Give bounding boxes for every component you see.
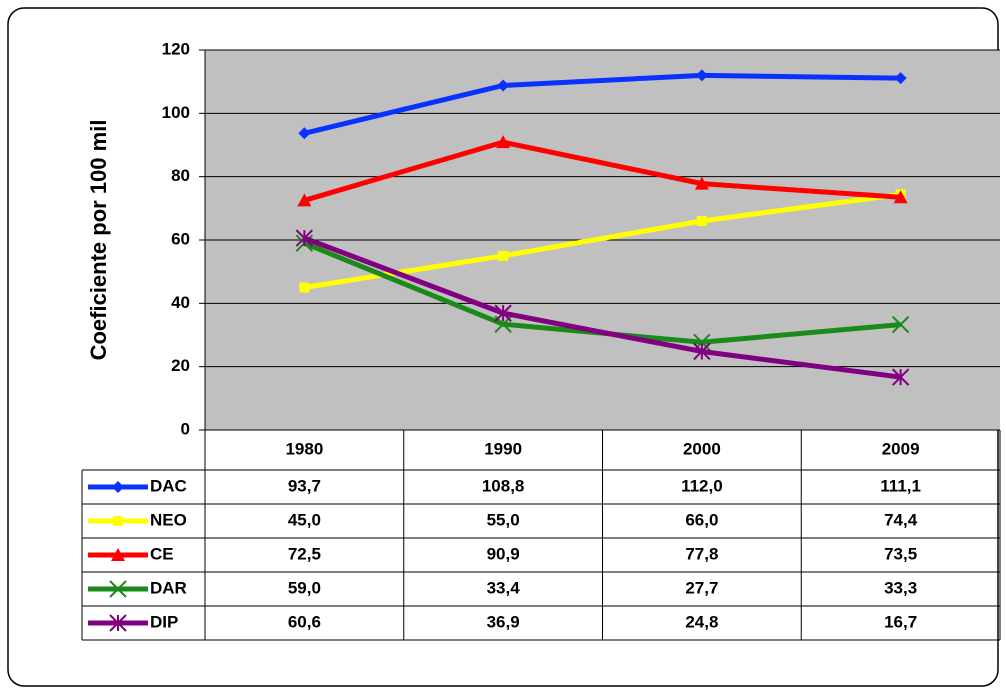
- x-tick-label: 2009: [882, 439, 920, 458]
- legend-entry: DAC: [88, 476, 187, 495]
- marker: [494, 304, 512, 322]
- legend-marker: [113, 516, 123, 526]
- table-value: 72,5: [288, 544, 321, 563]
- legend-label: DAR: [150, 578, 187, 597]
- table-value: 33,4: [487, 578, 521, 597]
- marker: [894, 72, 907, 85]
- table-value: 59,0: [288, 578, 321, 597]
- table-value: 73,5: [884, 544, 917, 563]
- table-value: 112,0: [681, 476, 723, 495]
- y-axis-label: Coeficiente por 100 mil: [86, 120, 111, 361]
- y-tick-label: 100: [162, 103, 190, 122]
- table-value: 33,3: [884, 578, 917, 597]
- y-tick-label: 20: [171, 356, 190, 375]
- legend-entry: DIP: [88, 612, 178, 632]
- marker: [891, 368, 910, 386]
- marker: [693, 342, 711, 361]
- marker: [298, 127, 311, 140]
- y-tick-label: 80: [171, 166, 190, 185]
- table-value: 36,9: [487, 612, 520, 631]
- table-value: 16,7: [884, 612, 917, 631]
- x-tick-label: 1990: [484, 439, 522, 458]
- table-value: 60,6: [288, 612, 321, 631]
- table-value: 77,8: [685, 544, 718, 563]
- legend-label: NEO: [150, 510, 187, 529]
- legend-entry: NEO: [88, 510, 187, 529]
- marker: [498, 250, 509, 261]
- marker: [297, 193, 312, 207]
- table-value: 45,0: [288, 510, 321, 529]
- legend-marker: [112, 481, 124, 493]
- table-value: 90,9: [487, 544, 520, 563]
- marker: [299, 282, 310, 293]
- x-tick-label: 2000: [683, 439, 721, 458]
- marker: [695, 69, 708, 82]
- legend-entry: CE: [88, 544, 174, 563]
- marker: [693, 333, 711, 351]
- table-value: 74,4: [884, 510, 918, 529]
- legend-label: CE: [150, 544, 174, 563]
- table-value: 55,0: [487, 510, 520, 529]
- table-value: 108,8: [482, 476, 525, 495]
- legend-label: DAC: [150, 476, 187, 495]
- y-tick-label: 40: [171, 293, 190, 312]
- table-value: 27,7: [685, 578, 718, 597]
- series-line: [303, 235, 901, 380]
- table-value: 93,7: [288, 476, 321, 495]
- marker: [295, 229, 314, 247]
- legend-entry: DAR: [88, 578, 187, 598]
- marker: [694, 176, 709, 190]
- series-line: [303, 191, 901, 290]
- legend-label: DIP: [150, 612, 178, 631]
- y-tick-label: 60: [171, 229, 190, 248]
- y-tick-label: 0: [181, 419, 190, 438]
- table-value: 111,1: [880, 476, 921, 495]
- marker: [891, 315, 910, 334]
- series-line: [303, 139, 901, 203]
- marker: [893, 190, 908, 204]
- y-tick-label: 120: [162, 39, 190, 58]
- marker: [496, 135, 511, 149]
- legend-marker: [109, 580, 127, 598]
- table-value: 66,0: [685, 510, 718, 529]
- x-tick-label: 1980: [285, 439, 323, 458]
- series-line: [303, 72, 901, 136]
- marker: [497, 79, 510, 92]
- legend-marker: [109, 614, 127, 632]
- marker: [696, 216, 707, 226]
- legend-marker: [111, 548, 125, 561]
- table-value: 24,8: [685, 612, 718, 631]
